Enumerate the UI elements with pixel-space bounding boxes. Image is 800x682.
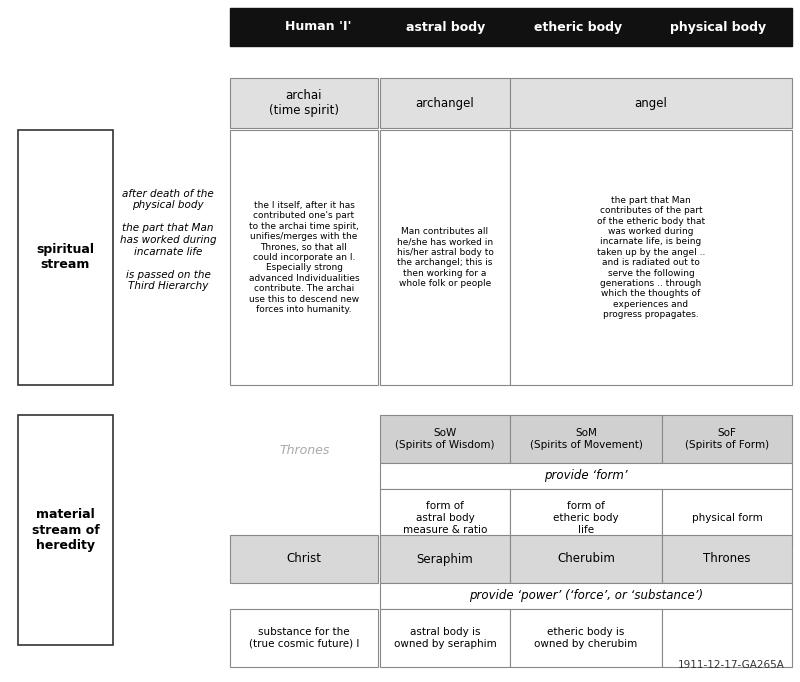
- Text: etheric body is
owned by cherubim: etheric body is owned by cherubim: [534, 627, 638, 649]
- Bar: [662, 535, 792, 583]
- Text: spiritual
stream: spiritual stream: [37, 243, 94, 271]
- Bar: [510, 415, 662, 463]
- Text: Human 'I': Human 'I': [285, 20, 351, 33]
- Bar: [380, 489, 510, 547]
- Text: 1911-12-17-GA265A: 1911-12-17-GA265A: [678, 660, 785, 670]
- Bar: [230, 8, 792, 46]
- Bar: [510, 78, 792, 128]
- Bar: [662, 415, 792, 463]
- Bar: [380, 609, 510, 667]
- Text: after death of the
physical body

the part that Man
has worked during
incarnate : after death of the physical body the par…: [120, 189, 216, 291]
- Text: Cherubim: Cherubim: [557, 552, 615, 565]
- Text: etheric body: etheric body: [534, 20, 622, 33]
- Bar: [380, 583, 792, 609]
- Text: the part that Man
contributes of the part
of the etheric body that
was worked du: the part that Man contributes of the par…: [597, 196, 705, 319]
- Bar: [380, 415, 510, 463]
- Bar: [662, 609, 792, 667]
- Text: archangel: archangel: [416, 96, 474, 110]
- Text: Thrones: Thrones: [280, 443, 330, 456]
- Text: Seraphim: Seraphim: [417, 552, 474, 565]
- Bar: [230, 130, 378, 385]
- Text: SoW
(Spirits of Wisdom): SoW (Spirits of Wisdom): [395, 428, 494, 450]
- Bar: [230, 609, 378, 667]
- Text: the I itself, after it has
contributed one's part
to the archai time spirit,
uni: the I itself, after it has contributed o…: [249, 201, 359, 314]
- Bar: [230, 78, 378, 128]
- Text: substance for the
(true cosmic future) I: substance for the (true cosmic future) I: [249, 627, 359, 649]
- Text: provide ‘form’: provide ‘form’: [544, 469, 628, 482]
- Bar: [510, 609, 662, 667]
- Text: form of
etheric body
life: form of etheric body life: [553, 501, 619, 535]
- Text: astral body: astral body: [406, 20, 486, 33]
- Text: physical body: physical body: [670, 20, 766, 33]
- Bar: [380, 78, 510, 128]
- Bar: [230, 535, 378, 583]
- Text: SoM
(Spirits of Movement): SoM (Spirits of Movement): [530, 428, 642, 450]
- Bar: [380, 130, 510, 385]
- Text: SoF
(Spirits of Form): SoF (Spirits of Form): [685, 428, 769, 450]
- Text: angel: angel: [634, 96, 667, 110]
- Text: Man contributes all
he/she has worked in
his/her astral body to
the archangel; t: Man contributes all he/she has worked in…: [397, 227, 494, 288]
- Text: astral body is
owned by seraphim: astral body is owned by seraphim: [394, 627, 496, 649]
- Bar: [18, 415, 113, 645]
- Text: archai
(time spirit): archai (time spirit): [269, 89, 339, 117]
- Text: form of
astral body
measure & ratio: form of astral body measure & ratio: [403, 501, 487, 535]
- Bar: [380, 463, 792, 489]
- Bar: [18, 130, 113, 385]
- Bar: [510, 535, 662, 583]
- Bar: [662, 489, 792, 547]
- Text: material
stream of
heredity: material stream of heredity: [32, 509, 99, 552]
- Bar: [510, 489, 662, 547]
- Text: provide ‘power’ (‘force’, or ‘substance’): provide ‘power’ (‘force’, or ‘substance’…: [469, 589, 703, 602]
- Text: Christ: Christ: [286, 552, 322, 565]
- Text: Thrones: Thrones: [703, 552, 750, 565]
- Bar: [510, 130, 792, 385]
- Bar: [380, 535, 510, 583]
- Text: physical form: physical form: [692, 513, 762, 523]
